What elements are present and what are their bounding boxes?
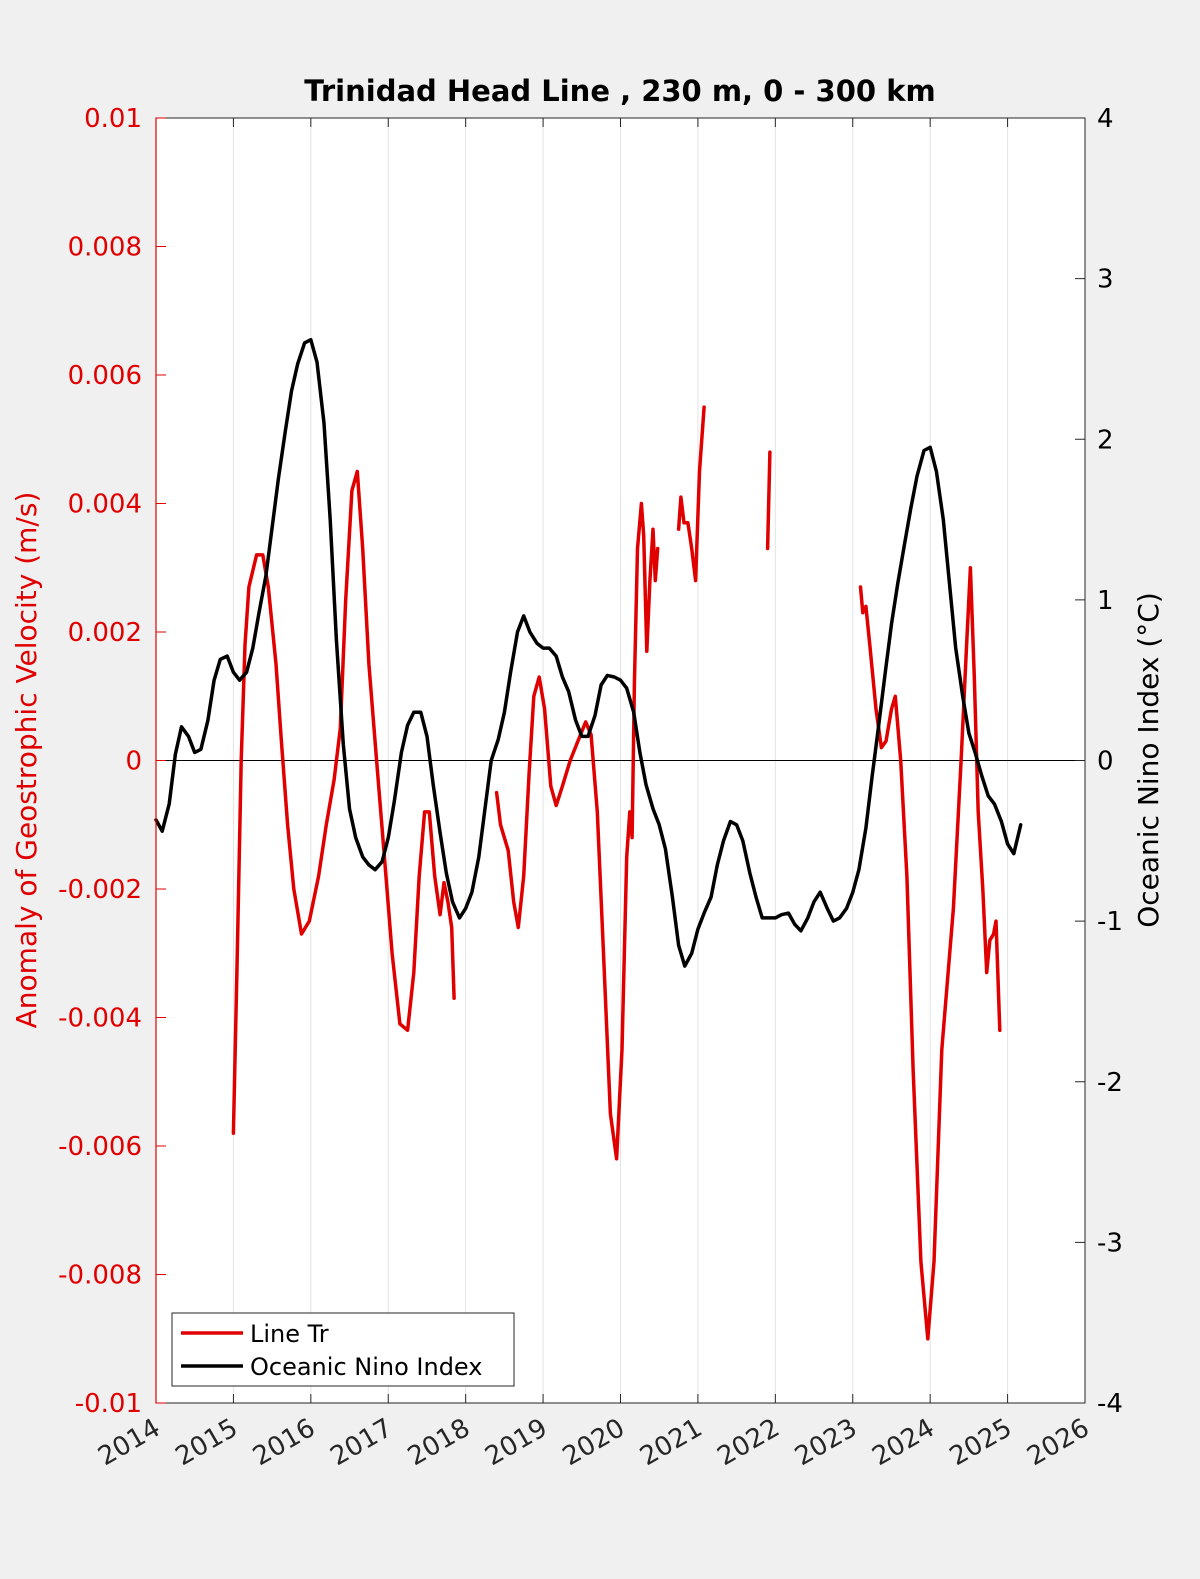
series-line-tr-segment-3 bbox=[765, 450, 772, 551]
y-left-tick-label: 0.002 bbox=[68, 618, 142, 648]
y-left-tick-label: 0.004 bbox=[68, 490, 142, 520]
legend-box bbox=[171, 1312, 515, 1387]
legend: Line Tr Oceanic Nino Index bbox=[171, 1312, 515, 1387]
series-line-tr-segment-1 bbox=[494, 501, 660, 1161]
y-left-tick-label: -0.004 bbox=[58, 1004, 142, 1034]
y-left-tick-label: 0.008 bbox=[68, 233, 142, 263]
series-oceanic-nino-index-segment-0 bbox=[154, 337, 1023, 968]
chart-title: Trinidad Head Line , 230 m, 0 - 300 km bbox=[304, 74, 935, 108]
y-left-axis-label: Anomaly of Geostrophic Velocity (m/s) bbox=[10, 492, 43, 1029]
y-right-tick-label: -1 bbox=[1097, 907, 1123, 937]
y-left-tick-label: 0 bbox=[125, 747, 142, 777]
y-left-tick-label: 0.006 bbox=[68, 361, 142, 391]
y-right-tick-label: -3 bbox=[1097, 1228, 1123, 1258]
y-left-tick-label: -0.006 bbox=[58, 1132, 142, 1162]
series-line-tr-segment-0 bbox=[231, 469, 456, 1135]
y-right-tick-label: -4 bbox=[1097, 1389, 1123, 1419]
series-line-tr-segment-2 bbox=[676, 405, 706, 583]
y-right-tick-label: 0 bbox=[1097, 747, 1114, 777]
y-right-axis-label: Oceanic Nino Index (°C) bbox=[1132, 592, 1165, 928]
y-left-tick-label: -0.01 bbox=[75, 1389, 142, 1419]
y-left-tick-label: -0.008 bbox=[58, 1261, 142, 1291]
y-right-tick-label: 3 bbox=[1097, 265, 1114, 295]
y-right-tick-label: 1 bbox=[1097, 586, 1114, 616]
legend-label-line-tr: Line Tr bbox=[250, 1320, 329, 1348]
y-left-tick-label: 0.01 bbox=[84, 104, 142, 134]
y-right-tick-label: 2 bbox=[1097, 425, 1114, 455]
y-right-tick-label: 4 bbox=[1097, 104, 1114, 134]
y-right-tick-label: -2 bbox=[1097, 1068, 1123, 1098]
y-left-tick-label: -0.002 bbox=[58, 875, 142, 905]
series-layer bbox=[154, 337, 1023, 1341]
legend-label-oni: Oceanic Nino Index bbox=[250, 1353, 482, 1381]
